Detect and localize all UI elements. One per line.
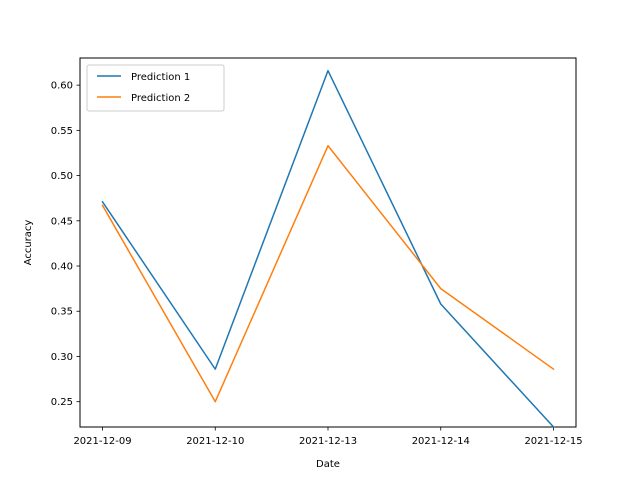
y-tick-label: 0.25 (51, 397, 73, 408)
x-tick-label: 2021-12-09 (73, 436, 131, 447)
plot-area (79, 57, 577, 428)
legend-box (86, 64, 225, 112)
y-tick-label: 0.30 (51, 352, 73, 363)
legend-label-prediction-1: Prediction 1 (131, 72, 190, 83)
series-line-prediction-2 (101, 144, 555, 403)
y-tick-label: 0.60 (51, 81, 73, 92)
x-tick-label: 2021-12-14 (412, 436, 470, 447)
x-axis: 2021-12-09 2021-12-10 2021-12-13 2021-12-14… (73, 427, 583, 447)
x-tick-label: 2021-12-13 (299, 436, 357, 447)
y-tick-label: 0.40 (51, 262, 73, 273)
series-lines (101, 69, 555, 429)
series-line-prediction-1 (101, 69, 555, 429)
y-tick-label: 0.50 (51, 171, 73, 182)
y-axis-label: Accuracy (23, 220, 34, 266)
x-tick-label: 2021-12-15 (524, 436, 582, 447)
y-tick-label: 0.35 (51, 307, 73, 318)
legend: Prediction 1 Prediction 2 (86, 64, 225, 112)
x-axis-label: Date (316, 459, 340, 470)
y-axis: 0.25 0.30 0.35 0.40 0.45 0.50 0.55 0.60 (51, 81, 80, 408)
y-tick-label: 0.55 (51, 126, 73, 137)
y-tick-label: 0.45 (51, 216, 73, 227)
x-tick-label: 2021-12-10 (186, 436, 244, 447)
legend-label-prediction-2: Prediction 2 (131, 93, 190, 104)
